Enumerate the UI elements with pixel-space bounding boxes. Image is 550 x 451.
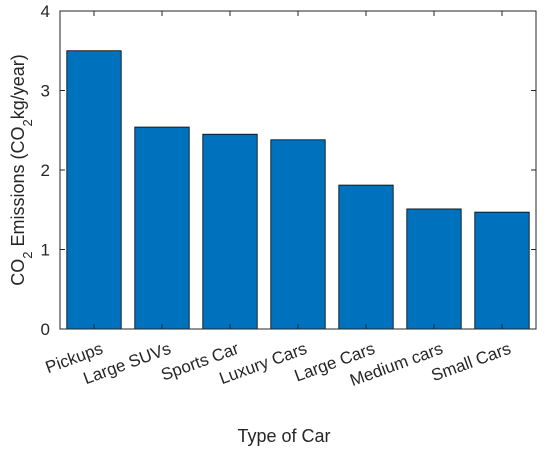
y-axis-title: CO2 Emissions (CO2kg/year) xyxy=(8,54,35,286)
bar-small-cars xyxy=(474,211,530,330)
bar-medium-cars xyxy=(406,208,462,330)
bars-group xyxy=(66,50,530,330)
bar-pickups xyxy=(66,50,122,330)
y-tick-label: 4 xyxy=(41,2,50,21)
y-tick-label: 3 xyxy=(41,82,50,101)
y-tick-label: 0 xyxy=(41,320,50,339)
x-category-label: Small Cars xyxy=(429,339,514,385)
y-axis-title-prefix: CO xyxy=(8,259,28,286)
y-axis-title-sub: 2 xyxy=(20,252,35,259)
y-axis-title-suffix: kg/year) xyxy=(8,54,28,119)
bar-large-cars xyxy=(338,184,394,330)
y-axis-title-sub2: 2 xyxy=(20,119,35,126)
bar-luxury-cars xyxy=(270,139,326,330)
y-axis-title-middle: Emissions (CO xyxy=(8,127,28,252)
bar-large-suvs xyxy=(134,126,190,330)
x-axis-title: Type of Car xyxy=(237,426,330,446)
bar-sports-car xyxy=(202,133,258,330)
y-ticks-group: 0 1 2 3 4 xyxy=(41,2,536,339)
y-tick-label: 2 xyxy=(41,161,50,180)
y-tick-label: 1 xyxy=(41,241,50,260)
